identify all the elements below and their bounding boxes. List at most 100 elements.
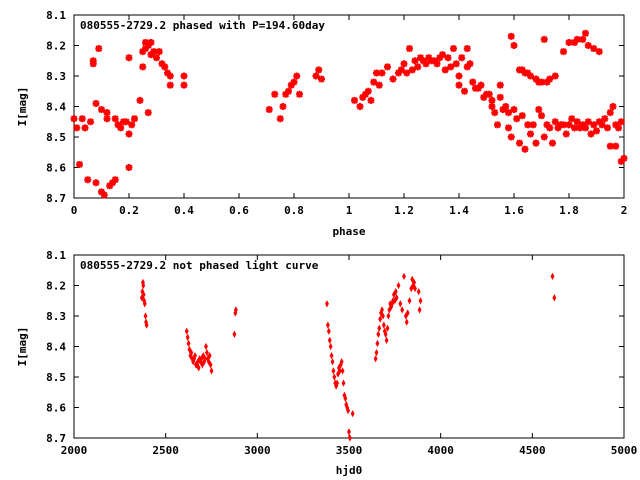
data-point	[573, 118, 581, 126]
data-point	[582, 29, 589, 37]
data-point	[518, 66, 526, 74]
data-point	[131, 115, 138, 123]
data-point	[393, 287, 398, 296]
data-point	[411, 57, 419, 65]
data-point	[521, 145, 529, 153]
data-point	[153, 54, 160, 62]
data-point	[180, 72, 188, 80]
data-point	[436, 54, 444, 62]
data-point	[620, 154, 628, 162]
data-point	[516, 139, 523, 147]
data-point	[114, 121, 122, 129]
data-point	[413, 284, 417, 293]
data-point	[606, 109, 614, 117]
data-point	[287, 81, 295, 89]
data-point	[370, 78, 378, 86]
data-point	[203, 355, 208, 363]
data-point	[339, 358, 344, 366]
data-point	[524, 69, 532, 77]
data-point	[524, 121, 532, 129]
data-point	[507, 32, 515, 40]
data-point	[103, 109, 111, 117]
data-point	[384, 63, 391, 71]
data-point	[433, 60, 441, 68]
data-point	[279, 103, 287, 110]
data-point	[150, 48, 158, 56]
data-point	[141, 291, 146, 299]
data-point	[374, 348, 379, 357]
data-point	[376, 330, 381, 338]
data-point	[595, 118, 603, 126]
y-tick-label: 8.7	[46, 192, 66, 205]
data-point	[546, 124, 554, 132]
data-point	[450, 45, 457, 53]
data-point	[100, 191, 108, 199]
data-point	[538, 112, 545, 120]
data-point	[125, 130, 133, 138]
data-point	[405, 309, 410, 317]
data-point	[347, 428, 351, 436]
data-point	[318, 75, 325, 83]
data-point	[518, 112, 526, 120]
data-point	[385, 324, 390, 332]
data-point	[265, 106, 273, 114]
data-point	[554, 124, 562, 132]
data-point	[455, 72, 463, 80]
plot-frame	[73, 14, 625, 199]
data-point	[271, 90, 279, 98]
data-point	[543, 78, 551, 86]
data-point	[166, 72, 174, 80]
x-tick-label: 2500	[152, 444, 179, 457]
data-point	[98, 106, 105, 114]
chart-title: 080555-2729.2 not phased light curve	[80, 259, 319, 272]
data-point	[362, 90, 369, 98]
data-point	[417, 54, 424, 62]
y-tick-label: 8.3	[46, 70, 66, 83]
x-tick-label: 5000	[611, 444, 638, 457]
data-point	[136, 96, 144, 104]
data-point	[568, 115, 576, 123]
y-tick-label: 8.6	[46, 402, 66, 415]
data-point	[383, 330, 388, 338]
data-point	[452, 60, 460, 68]
x-tick-label: 4500	[519, 444, 546, 457]
chart-title: 080555-2729.2 phased with P=194.60day	[80, 19, 325, 32]
data-point	[103, 115, 111, 123]
data-point	[340, 367, 345, 375]
data-point	[507, 133, 515, 141]
data-point	[117, 124, 125, 132]
data-point	[332, 373, 337, 381]
data-point	[142, 45, 149, 53]
data-point	[204, 348, 209, 357]
data-point	[380, 312, 385, 320]
data-point	[327, 336, 332, 345]
x-tick-label: 4000	[427, 444, 454, 457]
data-point	[595, 48, 603, 56]
data-point	[347, 434, 352, 442]
data-point	[535, 106, 543, 114]
data-point	[417, 306, 422, 314]
x-tick-label: 0.6	[229, 204, 249, 217]
data-point	[617, 118, 625, 126]
data-point	[356, 103, 364, 110]
data-point	[416, 287, 421, 296]
y-tick-label: 8.5	[46, 131, 66, 144]
data-point	[590, 45, 598, 53]
data-point	[125, 164, 133, 171]
data-point	[84, 176, 92, 184]
data-point	[330, 358, 335, 366]
data-point	[381, 321, 386, 329]
data-point	[373, 69, 380, 77]
data-point	[367, 96, 375, 104]
data-point	[386, 312, 391, 320]
data-point	[403, 69, 411, 77]
data-point	[485, 90, 493, 98]
data-point	[609, 103, 617, 110]
data-point	[193, 352, 197, 360]
data-point	[474, 84, 482, 92]
x-tick-label: 0	[71, 204, 78, 217]
data-point	[395, 69, 402, 77]
data-point	[606, 142, 614, 150]
data-point	[359, 93, 367, 101]
data-point	[538, 78, 545, 86]
